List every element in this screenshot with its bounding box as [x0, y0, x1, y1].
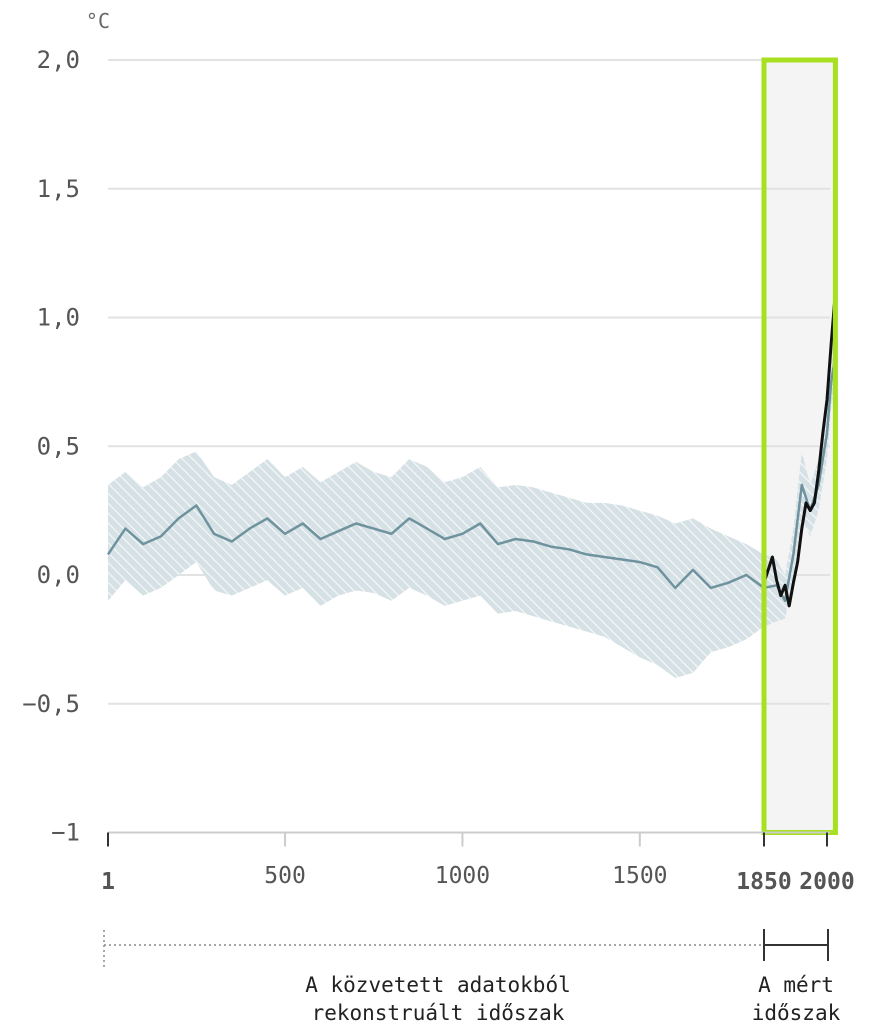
period-bracket	[103, 929, 829, 968]
gridlines	[108, 59, 830, 705]
x-tick-label: 1500	[612, 863, 667, 889]
y-tick-label: 0,5	[37, 432, 80, 460]
x-axis	[107, 831, 830, 847]
reconstructed-period-label-line1: A közvetett adatokból	[305, 973, 571, 997]
x-tick-label: 500	[264, 863, 306, 889]
measured-period-label-line1: A mért	[758, 973, 834, 997]
y-tick-label: 1,5	[37, 175, 80, 203]
uncertainty-band	[108, 330, 836, 678]
measured-series-line	[762, 291, 837, 608]
y-tick-label: 2,0	[37, 46, 80, 74]
x-tick-label: 1	[101, 869, 115, 895]
x-tick-labels: 1 500 1000 1500 1850 2000	[101, 863, 855, 895]
reconstructed-period-label-line2: rekonstruált időszak	[312, 1001, 565, 1025]
x-tick-label: 1850	[736, 869, 791, 895]
measured-period-label-line2: időszak	[752, 1001, 841, 1025]
unit-label: °C	[86, 9, 110, 33]
x-tick-label: 2000	[799, 869, 854, 895]
y-tick-label: 1,0	[37, 304, 80, 332]
y-tick-label: −1	[51, 819, 80, 847]
y-tick-label: 0,0	[37, 561, 80, 589]
series-band	[108, 330, 836, 678]
y-tick-labels: 2,0 1,5 1,0 0,5 0,0 −0,5 −1	[22, 46, 80, 847]
x-tick-label: 1000	[435, 863, 490, 889]
y-tick-label: −0,5	[22, 690, 80, 718]
temperature-lines	[106, 291, 837, 608]
